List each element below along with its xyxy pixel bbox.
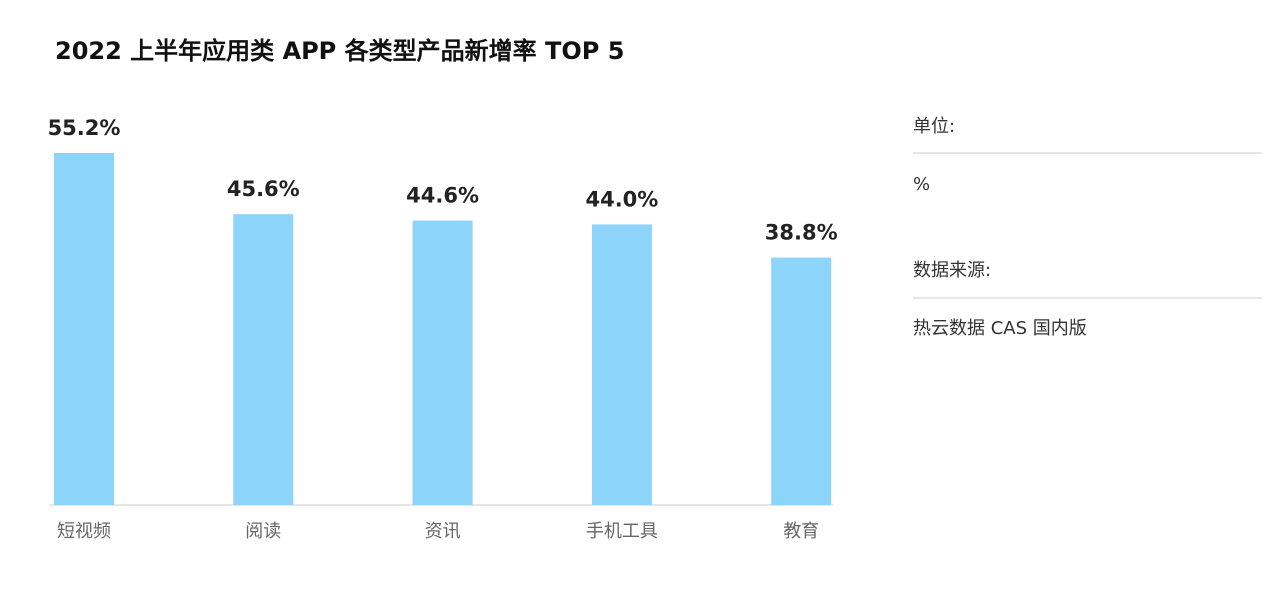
x-tick-label: 资讯 [425, 521, 461, 542]
value-label: 45.6% [227, 177, 300, 201]
x-tick-label: 短视频 [57, 521, 111, 542]
bar [591, 224, 652, 505]
unit-label: 单位: [913, 116, 955, 137]
value-label: 44.6% [406, 184, 479, 208]
value-label: 38.8% [765, 221, 838, 245]
bar [233, 214, 294, 505]
x-tick-label: 手机工具 [586, 521, 658, 542]
value-label: 55.2% [48, 116, 121, 140]
x-tick-label: 教育 [783, 521, 819, 542]
bar [412, 220, 473, 505]
x-tick-label: 阅读 [245, 521, 281, 542]
value-label: 44.0% [585, 187, 658, 211]
bar [771, 257, 832, 505]
source: 热云数据 CAS 国内版 [913, 318, 1087, 339]
source-label: 数据来源: [913, 260, 991, 281]
unit: % [913, 174, 930, 195]
bar [54, 153, 114, 505]
chart-title: 2022 上半年应用类 APP 各类型产品新增率 TOP 5 [55, 37, 624, 65]
